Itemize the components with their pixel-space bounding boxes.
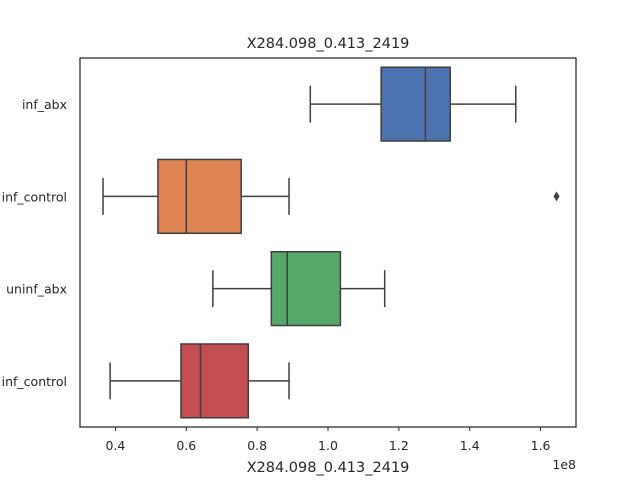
plot-frame bbox=[79, 57, 577, 428]
x-tick-label: 1.4 bbox=[460, 438, 480, 453]
plot-area bbox=[102, 66, 560, 419]
box-inf_control bbox=[157, 158, 242, 235]
box-uninf_control bbox=[180, 343, 250, 419]
y-tick-label: uninf_abx bbox=[6, 282, 67, 297]
box-group-uninf_abx bbox=[212, 250, 386, 327]
x-tick-label: 0.8 bbox=[247, 438, 267, 453]
chart-title: X284.098_0.413_2419 bbox=[247, 36, 410, 52]
x-axis-ticks: 0.4 0.6 0.8 1.0 1.2 1.4 1.6 bbox=[105, 427, 551, 453]
box-group-inf_abx bbox=[309, 66, 517, 142]
y-axis-labels: inf_abx inf_control uninf_abx inf_control bbox=[2, 97, 67, 389]
box-group-inf_control bbox=[102, 158, 560, 235]
x-tick-label: 1.0 bbox=[318, 438, 338, 453]
x-tick-label: 1.6 bbox=[531, 438, 551, 453]
box-group-uninf_control bbox=[109, 343, 290, 419]
y-tick-label: inf_control bbox=[2, 189, 67, 204]
x-axis-offset-label: 1e8 bbox=[552, 457, 576, 472]
x-axis-label: X284.098_0.413_2419 bbox=[247, 460, 410, 476]
y-tick-label: inf_abx bbox=[22, 97, 67, 112]
y-tick-label: inf_control bbox=[2, 374, 67, 389]
box-uninf_abx bbox=[270, 250, 342, 327]
outlier-point bbox=[553, 191, 560, 202]
box-inf_abx bbox=[380, 66, 451, 142]
x-tick-label: 1.2 bbox=[389, 438, 409, 453]
x-tick-label: 0.4 bbox=[105, 438, 125, 453]
x-tick-label: 0.6 bbox=[176, 438, 196, 453]
